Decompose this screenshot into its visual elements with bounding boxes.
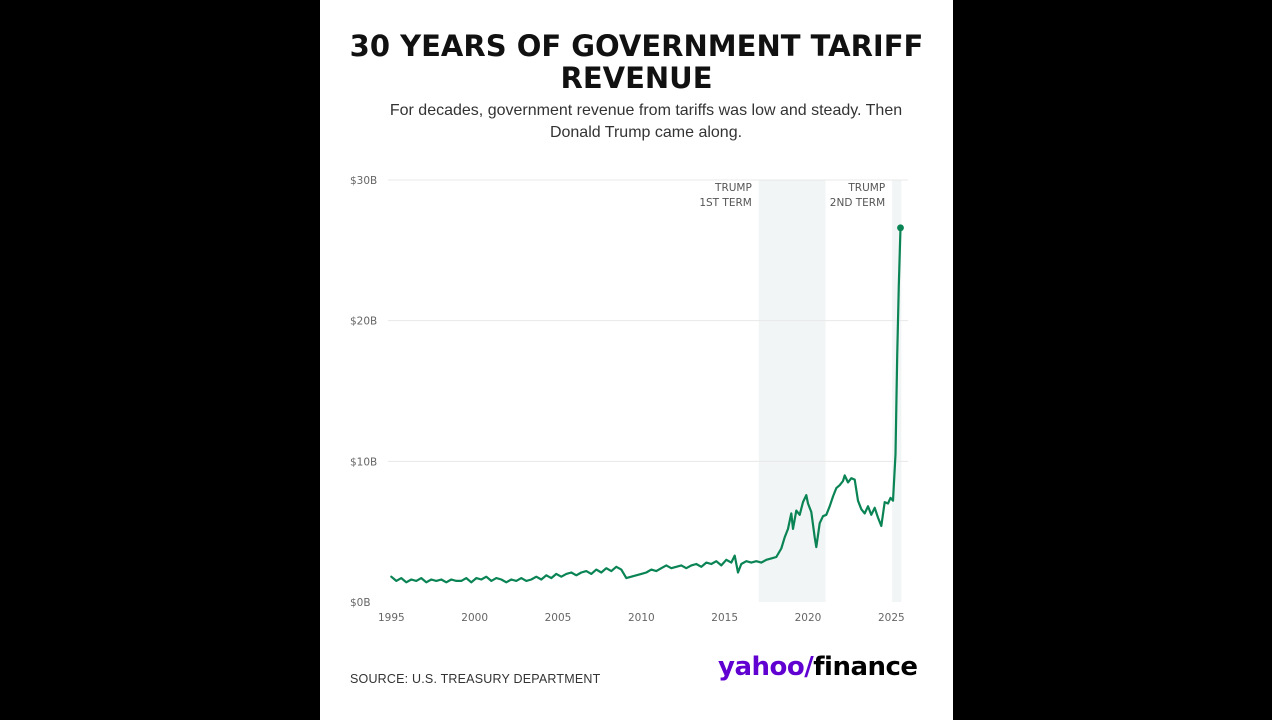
y-tick-label: $30B <box>350 175 377 187</box>
logo-slash: / <box>804 652 814 682</box>
logo-finance-text: finance <box>813 652 918 682</box>
x-tick-label: 2020 <box>795 612 822 624</box>
chart-card: 30 YEARS OF GOVERNMENT TARIFF REVENUE Fo… <box>320 0 953 720</box>
chart-subtitle: For decades, government revenue from tar… <box>356 100 936 144</box>
x-tick-label: 2010 <box>628 612 655 624</box>
chart-title-line-2: REVENUE <box>560 61 713 95</box>
chart-subtitle-line-1: For decades, government revenue from tar… <box>389 102 903 119</box>
y-tick-label: $0B <box>350 597 371 609</box>
series-line-1 <box>390 226 902 584</box>
x-tick-label: 1995 <box>378 612 405 624</box>
shaded-region-1-label-1: TRUMP <box>714 182 752 194</box>
line-chart: TRUMP 1ST TERM TRUMP 2ND TERM $0B $10B $20B $3… <box>350 175 908 624</box>
source-note: SOURCE: U.S. TREASURY DEPARTMENT <box>350 672 601 686</box>
yahoo-finance-logo: yahoo/finance <box>718 652 918 682</box>
data-series <box>390 224 904 584</box>
chart-title-line-1: 30 YEARS OF GOVERNMENT TARIFF <box>349 29 924 63</box>
x-axis: 1995 2000 2005 2010 2015 2020 2025 <box>378 612 905 624</box>
gridlines <box>388 179 908 462</box>
x-tick-label: 2000 <box>461 612 488 624</box>
shaded-region-1-label-2: 1ST TERM <box>699 197 752 209</box>
y-tick-label: $20B <box>350 316 377 328</box>
shaded-regions: TRUMP 1ST TERM TRUMP 2ND TERM <box>699 180 902 602</box>
chart-subtitle-line-2: Donald Trump came along. <box>549 124 743 141</box>
y-axis: $0B $10B $20B $30B <box>350 175 377 609</box>
series-endpoint-marker <box>897 224 904 232</box>
shaded-region-2-label-2: 2ND TERM <box>830 197 885 209</box>
chart-title: 30 YEARS OF GOVERNMENT TARIFF REVENUE <box>320 30 953 94</box>
x-tick-label: 2025 <box>878 612 905 624</box>
shaded-region-2-label-1: TRUMP <box>847 182 885 194</box>
logo-yahoo-text: yahoo <box>718 652 805 682</box>
x-tick-label: 2015 <box>711 612 738 624</box>
x-tick-label: 2005 <box>545 612 572 624</box>
y-tick-label: $10B <box>350 456 377 468</box>
